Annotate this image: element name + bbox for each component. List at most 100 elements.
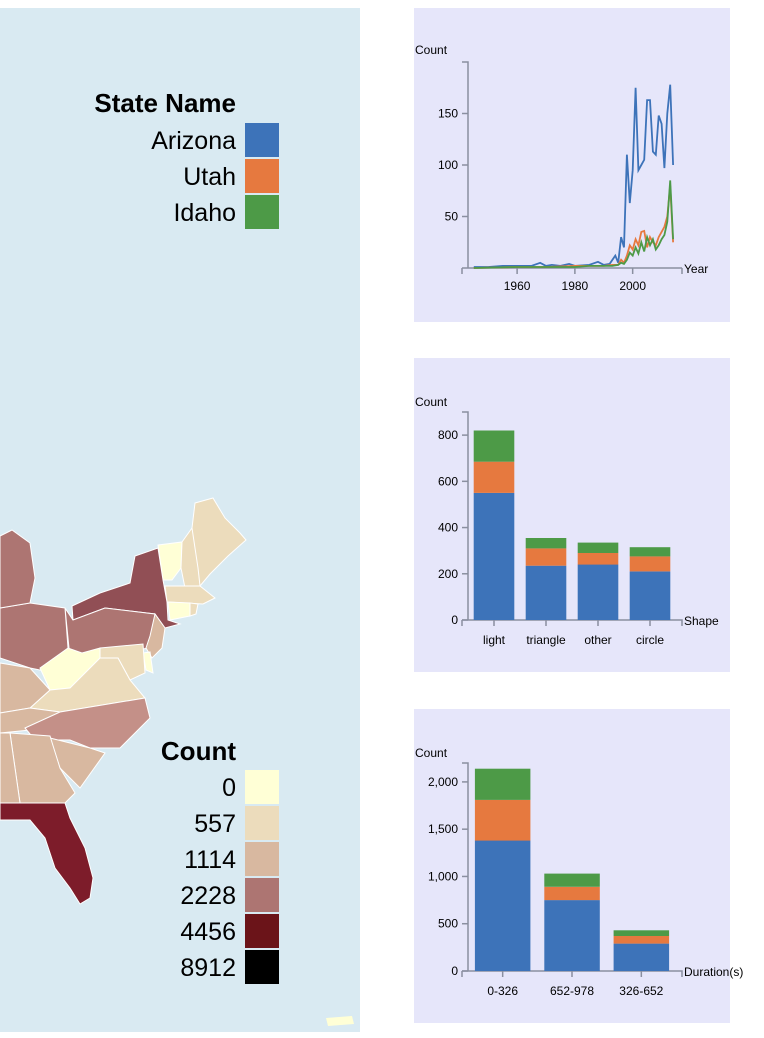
x-axis-label: Duration(s) bbox=[684, 965, 743, 979]
bar-light-idaho[interactable] bbox=[473, 430, 515, 462]
y-axis-label: Count bbox=[415, 43, 448, 57]
y-tick-label-0: 0 bbox=[451, 613, 458, 627]
y-tick-label-1500: 1,500 bbox=[428, 822, 458, 836]
duration-bar-chart-svg[interactable]: 0 500 1,000 1,500 2,000 Count Duration(s) 0-326… bbox=[414, 709, 764, 1023]
bar-triangle-utah[interactable] bbox=[525, 548, 567, 566]
bar-triangle-idaho[interactable] bbox=[525, 538, 567, 549]
shape-bar-chart[interactable]: 0 200 400 600 800 Count Shape light triangle othe… bbox=[414, 358, 730, 672]
bar-326-652-arizona[interactable] bbox=[613, 943, 670, 971]
x-tick-label-2000: 2000 bbox=[619, 279, 646, 293]
line-series-arizona[interactable] bbox=[473, 84, 674, 268]
count-legend-swatch-8912 bbox=[245, 950, 279, 984]
count-legend-label-8912: 8912 bbox=[180, 954, 236, 982]
state-legend-label-idaho: Idaho bbox=[173, 199, 236, 227]
y-axis-label: Count bbox=[415, 395, 448, 409]
line-series-utah[interactable] bbox=[473, 185, 674, 269]
state-legend-swatch-arizona bbox=[245, 123, 279, 157]
y-tick-label-100: 100 bbox=[438, 158, 458, 172]
y-tick-label-500: 500 bbox=[438, 917, 458, 931]
bar-other-idaho[interactable] bbox=[577, 542, 619, 553]
shape-bar-chart-svg[interactable]: 0 200 400 600 800 Count Shape light triangle othe… bbox=[414, 358, 730, 672]
x-axis-line bbox=[462, 267, 683, 274]
state-delaware[interactable] bbox=[142, 651, 154, 674]
state-connecticut[interactable] bbox=[167, 601, 191, 621]
bar-other-utah[interactable] bbox=[577, 553, 619, 565]
count-legend-label-557: 557 bbox=[194, 810, 236, 838]
bar-circle-idaho[interactable] bbox=[629, 547, 671, 557]
state-legend-title: State Name bbox=[94, 88, 236, 118]
map-canvas[interactable]: State Name Arizona Utah Idaho Count 0 557 11… bbox=[0, 8, 360, 1032]
count-legend-label-2228: 2228 bbox=[180, 882, 236, 910]
state-legend-label-arizona: Arizona bbox=[151, 127, 236, 155]
y-tick-label-0: 0 bbox=[451, 964, 458, 978]
bar-other-arizona[interactable] bbox=[577, 564, 619, 621]
y-axis-line bbox=[462, 762, 469, 971]
bar-0-326-arizona[interactable] bbox=[474, 840, 531, 972]
y-axis-line bbox=[462, 411, 469, 620]
state-legend-label-utah: Utah bbox=[183, 163, 236, 191]
bar-circle-arizona[interactable] bbox=[629, 571, 671, 621]
year-line-chart-svg[interactable]: 1960 1980 2000 50 100 150 Count Year bbox=[414, 8, 730, 322]
state-shapes[interactable] bbox=[0, 497, 354, 1026]
x-tick-label-other: other bbox=[584, 633, 611, 647]
x-tick-label-0-326: 0-326 bbox=[487, 984, 518, 998]
y-tick-label-200: 200 bbox=[438, 567, 458, 581]
x-axis-label: Year bbox=[684, 262, 708, 276]
count-legend-swatch-557 bbox=[245, 806, 279, 840]
bar-0-326-utah[interactable] bbox=[474, 799, 531, 841]
x-tick-label-1980: 1980 bbox=[562, 279, 589, 293]
x-axis-label: Shape bbox=[684, 614, 719, 628]
state-legend: State Name Arizona Utah Idaho bbox=[94, 88, 279, 229]
line-series-idaho[interactable] bbox=[473, 180, 674, 269]
state-kentucky[interactable] bbox=[0, 662, 51, 714]
count-legend-label-0: 0 bbox=[222, 774, 236, 802]
year-line-chart[interactable]: 1960 1980 2000 50 100 150 Count Year bbox=[414, 8, 730, 322]
state-legend-swatch-idaho bbox=[245, 195, 279, 229]
x-tick-label-652-978: 652-978 bbox=[550, 984, 594, 998]
state-massachusetts[interactable] bbox=[164, 585, 216, 605]
bar-triangle-arizona[interactable] bbox=[525, 565, 567, 620]
state-legend-swatch-utah bbox=[245, 159, 279, 193]
bar-0-326-idaho[interactable] bbox=[474, 768, 531, 800]
bar-326-652-idaho[interactable] bbox=[613, 930, 670, 936]
state-florida[interactable] bbox=[0, 802, 94, 905]
bar-light-arizona[interactable] bbox=[473, 492, 515, 620]
y-tick-label-2000: 2,000 bbox=[428, 775, 458, 789]
y-tick-label-150: 150 bbox=[438, 107, 458, 121]
bar-light-utah[interactable] bbox=[473, 461, 515, 493]
choropleth-map[interactable]: State Name Arizona Utah Idaho Count 0 557 11… bbox=[0, 8, 360, 1032]
count-legend-swatch-0 bbox=[245, 770, 279, 804]
y-axis-label: Count bbox=[415, 746, 448, 760]
state-maine[interactable] bbox=[191, 497, 247, 588]
y-tick-label-1000: 1,000 bbox=[428, 869, 458, 883]
x-tick-label-circle: circle bbox=[636, 633, 664, 647]
x-axis-line bbox=[462, 619, 683, 626]
state-michigan[interactable] bbox=[0, 529, 36, 609]
bar-652-978-arizona[interactable] bbox=[544, 900, 600, 971]
bar-652-978-idaho[interactable] bbox=[544, 873, 600, 887]
state-new-jersey[interactable] bbox=[145, 612, 166, 659]
x-tick-label-light: light bbox=[483, 633, 506, 647]
bar-652-978-utah[interactable] bbox=[544, 886, 600, 901]
y-tick-label-50: 50 bbox=[445, 210, 459, 224]
count-legend-title: Count bbox=[161, 736, 236, 766]
y-tick-label-600: 600 bbox=[438, 474, 458, 488]
y-axis-line bbox=[462, 61, 469, 268]
x-tick-label-triangle: triangle bbox=[526, 633, 566, 647]
count-legend-swatch-4456 bbox=[245, 914, 279, 948]
count-legend-label-1114: 1114 bbox=[184, 846, 236, 874]
bar-circle-utah[interactable] bbox=[629, 556, 671, 572]
x-tick-label-326-652: 326-652 bbox=[619, 984, 663, 998]
y-tick-label-400: 400 bbox=[438, 521, 458, 535]
x-axis-line bbox=[462, 970, 683, 977]
count-legend: Count 0 557 1114 2228 4456 8912 bbox=[161, 736, 279, 984]
duration-bar-chart[interactable]: 0 500 1,000 1,500 2,000 Count Duration(s) 0-326… bbox=[414, 709, 743, 1023]
island-puerto-rico[interactable] bbox=[326, 1016, 354, 1026]
count-legend-swatch-1114 bbox=[245, 842, 279, 876]
state-rhode-island[interactable] bbox=[189, 602, 199, 617]
count-legend-swatch-2228 bbox=[245, 878, 279, 912]
x-tick-label-1960: 1960 bbox=[504, 279, 531, 293]
count-legend-label-4456: 4456 bbox=[180, 918, 236, 946]
y-tick-label-800: 800 bbox=[438, 428, 458, 442]
bar-326-652-utah[interactable] bbox=[613, 936, 670, 944]
